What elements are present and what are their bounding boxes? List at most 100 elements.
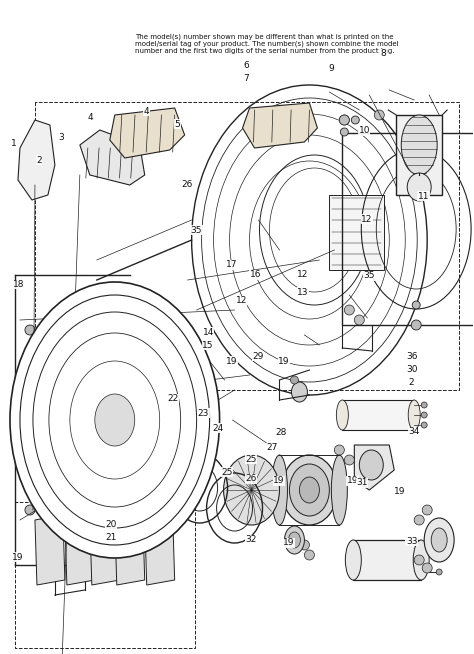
Text: 33: 33 [406,537,417,546]
Ellipse shape [344,305,355,315]
Ellipse shape [10,282,219,558]
Text: 19: 19 [283,538,294,547]
Text: 21: 21 [106,533,117,542]
Ellipse shape [431,528,447,552]
Text: 4: 4 [87,113,93,122]
Ellipse shape [337,400,348,430]
Text: 19: 19 [12,553,24,562]
Polygon shape [35,515,65,585]
Bar [329,195,384,270]
Text: 25: 25 [221,468,233,477]
Text: 20: 20 [106,520,117,529]
Text: 26: 26 [245,474,256,483]
Polygon shape [243,103,318,148]
Text: 6: 6 [243,61,249,70]
Text: 4: 4 [144,107,149,116]
Text: 24: 24 [212,424,223,433]
Text: 1: 1 [11,139,17,148]
Ellipse shape [291,376,299,384]
Text: 25: 25 [245,455,256,464]
Text: 3: 3 [59,133,64,142]
Text: 12: 12 [361,215,373,224]
Ellipse shape [422,505,432,515]
Ellipse shape [282,455,337,525]
Ellipse shape [334,445,344,455]
Bar [396,115,442,195]
Polygon shape [90,515,120,585]
Ellipse shape [359,450,383,480]
Ellipse shape [164,410,174,420]
Ellipse shape [300,540,310,550]
Text: 29: 29 [252,352,264,361]
Ellipse shape [25,505,35,515]
Text: 9: 9 [328,64,334,73]
Text: 16: 16 [250,270,261,279]
Ellipse shape [421,412,427,418]
Bar [342,133,474,325]
Text: 7: 7 [243,74,249,83]
Ellipse shape [115,325,125,335]
Text: 23: 23 [198,409,209,418]
Ellipse shape [355,315,365,325]
Text: 19: 19 [273,476,285,485]
Text: 19: 19 [278,356,290,366]
Ellipse shape [340,128,348,136]
Ellipse shape [150,400,160,410]
Polygon shape [65,515,95,585]
Text: 27: 27 [266,443,278,453]
Text: 2: 2 [36,156,42,165]
Ellipse shape [346,540,361,580]
Ellipse shape [292,382,308,402]
Ellipse shape [304,550,314,560]
Text: 30: 30 [406,365,417,374]
Text: 22: 22 [167,394,178,404]
Ellipse shape [413,540,429,580]
Text: 19: 19 [226,356,237,366]
Text: 36: 36 [406,352,417,361]
Ellipse shape [374,110,384,120]
Ellipse shape [421,402,427,408]
Ellipse shape [331,455,347,525]
Ellipse shape [150,435,160,445]
Ellipse shape [284,526,304,554]
Text: 11: 11 [418,192,429,201]
Ellipse shape [25,325,35,335]
Text: 35: 35 [364,271,375,281]
Ellipse shape [414,515,424,525]
Text: 35: 35 [191,226,202,235]
Polygon shape [355,445,394,490]
Polygon shape [80,130,145,185]
Ellipse shape [289,532,301,548]
Ellipse shape [401,115,437,175]
Text: 31: 31 [356,478,368,487]
Text: 15: 15 [202,341,214,350]
Text: 2: 2 [409,378,414,387]
Polygon shape [145,515,174,585]
Polygon shape [18,120,55,200]
Ellipse shape [224,455,280,525]
Ellipse shape [412,301,420,309]
Ellipse shape [424,518,454,562]
Text: 28: 28 [276,428,287,438]
Ellipse shape [414,555,424,565]
Ellipse shape [115,505,125,515]
Ellipse shape [436,569,442,575]
Ellipse shape [411,320,421,330]
Ellipse shape [300,477,319,503]
Ellipse shape [421,422,427,428]
Bar [342,400,414,430]
Ellipse shape [290,464,329,516]
Ellipse shape [351,116,359,124]
Text: 5: 5 [174,120,180,129]
Text: 32: 32 [245,535,256,544]
Text: 26: 26 [181,180,192,189]
Text: 12: 12 [297,270,309,279]
Ellipse shape [407,173,431,201]
Text: 8: 8 [380,49,386,58]
Text: 10: 10 [358,126,370,135]
Text: The model(s) number shown may be different than what is printed on the
model/ser: The model(s) number shown may be differe… [135,33,398,54]
Text: 19: 19 [346,476,358,485]
Bar [353,540,421,580]
Ellipse shape [408,400,420,430]
Ellipse shape [272,455,287,525]
